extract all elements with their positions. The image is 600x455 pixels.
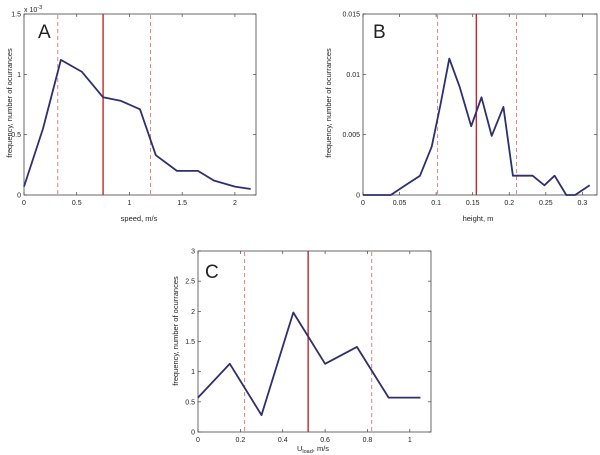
panel-c-x-tick-label: 0 — [196, 437, 200, 444]
panel-c-x-label: Uload, m/s — [297, 444, 329, 455]
panel-a-y-tick-label: 0 — [17, 193, 21, 200]
panel-a-x-tick-label: 1 — [128, 200, 132, 207]
panel-c-x-tick-label: 0.4 — [278, 437, 288, 444]
panel-c-y-tick-label: 1.5 — [185, 339, 195, 346]
panel-c-series-line — [197, 311, 421, 417]
panel-c-letter: C — [205, 262, 219, 283]
panel-b-y-tick-label: 0 — [356, 193, 360, 200]
panel-c-frame — [197, 250, 432, 433]
panel-a-x-tick-label: 1.5 — [177, 200, 187, 207]
panel-c-x-tick-label: 1 — [408, 437, 412, 444]
panel-a-y-exponent: x 10-3 — [24, 5, 42, 14]
panel-b: B height, m frequency, number of ocurran… — [324, 12, 598, 223]
panel-a-y-tick-label: 1.5 — [11, 12, 21, 19]
panel-c-x-tick-label: 0.8 — [363, 437, 373, 444]
panel-b-x-tick-label: 0.05 — [393, 200, 407, 207]
panel-c-y-tick-label: 0.5 — [185, 399, 195, 406]
panel-a-frame — [23, 13, 257, 196]
panel-b-series-line — [363, 57, 591, 196]
panel-c-x-tick-label: 0.6 — [320, 437, 330, 444]
panel-a-letter: A — [38, 22, 51, 43]
panel-b-x-label: height, m — [463, 214, 494, 223]
panel-c-y-label: frequency, number of ocurrances — [171, 276, 180, 386]
panel-a-series-line — [23, 59, 251, 190]
panel-b-y-tick-label: 0.015 — [342, 12, 360, 19]
panel-c: C Uload, m/s frequency, number of ocurra… — [171, 249, 432, 455]
panel-c-y-tick-label: 3 — [191, 249, 195, 256]
panel-b-y-tick-label: 0.005 — [342, 132, 360, 139]
panel-a-x-tick-label: 0.5 — [72, 200, 82, 207]
panel-b-x-tick-label: 0.25 — [539, 200, 553, 207]
panel-b-x-tick-label: 0.1 — [431, 200, 441, 207]
panel-c-x-tick-label: 0.2 — [235, 437, 245, 444]
panel-a-y-tick-label: 0.5 — [11, 132, 21, 139]
panel-b-y-tick-label: 0.01 — [346, 72, 360, 79]
panel-a-y-label: frequency, number of ocurrances — [5, 48, 14, 158]
panel-b-frame — [362, 13, 598, 196]
panel-c-y-tick-label: 2.5 — [185, 279, 195, 286]
panel-c-y-tick-label: 0 — [191, 430, 195, 437]
panel-b-x-tick-label: 0.3 — [578, 200, 588, 207]
panel-a: A x 10-3 speed, m/s frequency, number of… — [5, 5, 257, 223]
panel-b-x-tick-label: 0 — [361, 200, 365, 207]
panel-b-y-label: frequency, number of ocurrances — [324, 48, 333, 158]
panel-a-y-tick-label: 1 — [17, 72, 21, 79]
panel-b-x-tick-label: 0.15 — [466, 200, 480, 207]
panel-b-letter: B — [373, 22, 386, 43]
panel-c-y-tick-label: 2 — [191, 309, 195, 316]
panel-a-x-label: speed, m/s — [121, 214, 158, 223]
panel-b-x-tick-label: 0.2 — [504, 200, 514, 207]
panel-a-x-tick-label: 2 — [233, 200, 237, 207]
panel-c-y-tick-label: 1 — [191, 369, 195, 376]
panel-a-x-tick-label: 0 — [22, 200, 26, 207]
